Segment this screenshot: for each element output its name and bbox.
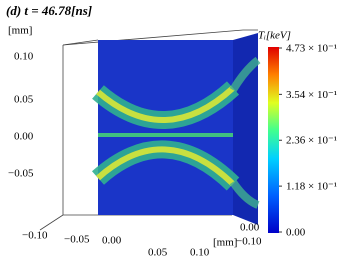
colorbar-tick-label: 4.73 × 10⁻¹ — [286, 43, 337, 55]
colorbar-tick-label: 0.00 — [286, 227, 306, 239]
title: (d) t = 46.78[ns] — [6, 3, 92, 18]
z-tick-label: −0.10 — [236, 236, 262, 248]
x-tick-label: −0.10 — [22, 230, 48, 242]
y-tick-label: 0.05 — [14, 94, 34, 106]
z-tick-label: 0.00 — [240, 222, 260, 234]
x-tick-label: 0.10 — [190, 247, 210, 259]
colorbar-tick-label: 3.54 × 10⁻¹ — [286, 89, 337, 101]
colorbar-tick-label: 2.36 × 10⁻¹ — [286, 135, 337, 147]
y-unit: [mm] — [8, 25, 32, 37]
x-unit: [mm] — [213, 237, 237, 249]
colorbar-tick-label: 1.18 × 10⁻¹ — [286, 181, 337, 193]
y-tick-label: 0.00 — [14, 131, 34, 143]
volume — [91, 33, 261, 225]
x-tick-label: 0.00 — [102, 235, 122, 247]
y-tick-label: −0.05 — [8, 168, 34, 180]
colorbar-label: Tᵢ[keV] — [258, 30, 291, 42]
x-tick-label: −0.05 — [64, 234, 90, 246]
y-tick-label: 0.10 — [14, 51, 34, 63]
colorbar — [268, 47, 279, 233]
x-tick-label: 0.05 — [148, 247, 168, 259]
